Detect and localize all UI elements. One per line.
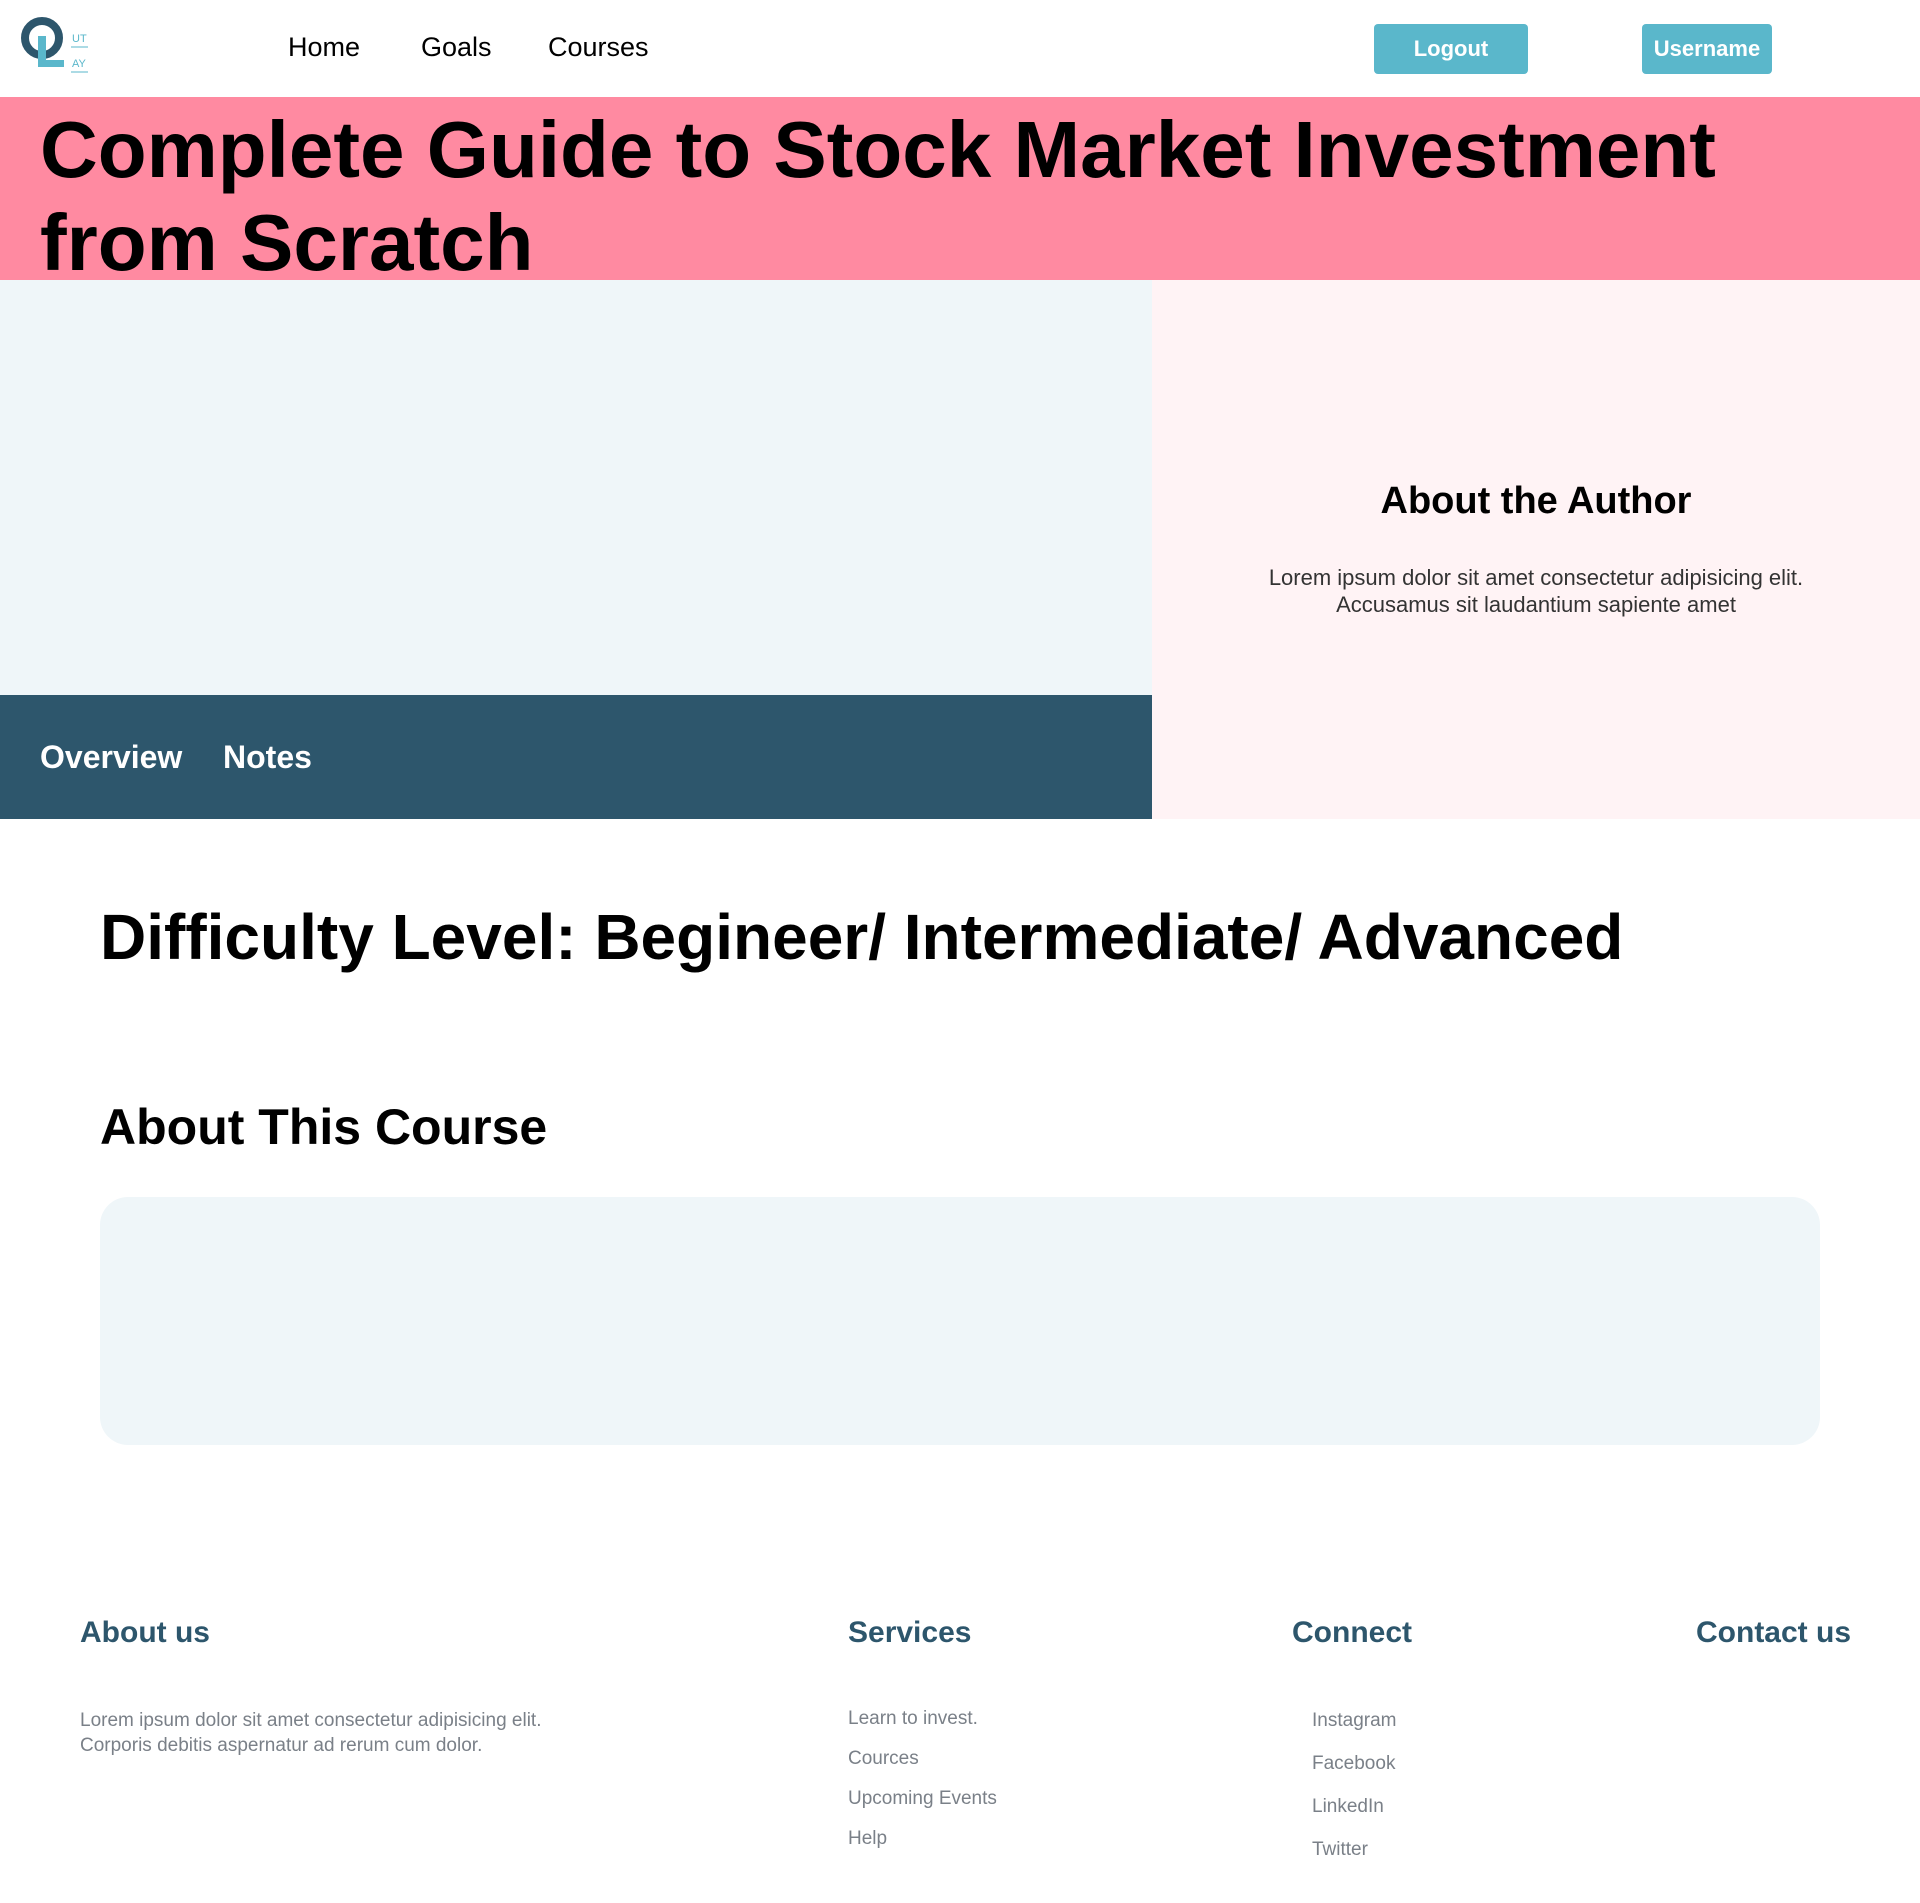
author-panel: About the Author Lorem ipsum dolor sit a…: [1152, 280, 1920, 819]
course-title: Complete Guide to Stock Market Investmen…: [40, 105, 1716, 287]
footer-link-instagram[interactable]: Instagram: [1312, 1710, 1397, 1731]
tab-notes[interactable]: Notes: [223, 739, 312, 775]
footer-link-linkedin[interactable]: LinkedIn: [1312, 1796, 1384, 1817]
nav-courses-link[interactable]: Courses: [548, 32, 649, 62]
difficulty-level: Difficulty Level: Begineer/ Intermediate…: [100, 901, 1624, 973]
footer-link-facebook[interactable]: Facebook: [1312, 1753, 1396, 1774]
footer-about-text: Lorem ipsum dolor sit amet consectetur a…: [80, 1710, 542, 1756]
footer-services-list: Learn to invest. Cources Upcoming Events…: [848, 1708, 997, 1868]
author-description: Lorem ipsum dolor sit amet consectetur a…: [1268, 565, 1804, 617]
course-tabs: Overview Notes: [0, 695, 1152, 819]
footer-link-upcoming-events[interactable]: Upcoming Events: [848, 1788, 997, 1809]
footer-services-heading: Services: [848, 1616, 972, 1649]
footer-connect-list: Instagram Facebook LinkedIn Twitter: [1312, 1710, 1396, 1882]
footer-link-twitter[interactable]: Twitter: [1312, 1839, 1368, 1860]
top-navbar: UT AY Home Goals Courses Logout Username: [0, 0, 1920, 97]
logo-icon: UT AY: [21, 17, 88, 73]
footer-contact-heading[interactable]: Contact us: [1696, 1616, 1852, 1649]
tab-overview[interactable]: Overview: [40, 739, 183, 775]
about-course-heading: About This Course: [100, 1099, 548, 1155]
footer-link-cources[interactable]: Cources: [848, 1748, 919, 1769]
course-title-banner: Complete Guide to Stock Market Investmen…: [0, 97, 1920, 287]
nav-goals-link[interactable]: Goals: [421, 32, 492, 62]
logo-text-top: UT: [72, 33, 87, 45]
username-button[interactable]: Username: [1642, 24, 1772, 74]
course-video-area[interactable]: [0, 280, 1152, 695]
footer-about-heading: About us: [80, 1616, 210, 1649]
footer-link-help[interactable]: Help: [848, 1828, 888, 1849]
logo-text-bottom: AY: [72, 58, 87, 70]
logout-button[interactable]: Logout: [1374, 24, 1528, 74]
author-heading: About the Author: [1380, 480, 1692, 522]
about-course-content: [100, 1197, 1820, 1445]
nav-home-link[interactable]: Home: [288, 32, 361, 62]
footer-link-learn-to-invest[interactable]: Learn to invest.: [848, 1708, 978, 1729]
site-logo[interactable]: UT AY: [20, 16, 92, 76]
footer-connect-heading: Connect: [1292, 1616, 1412, 1649]
